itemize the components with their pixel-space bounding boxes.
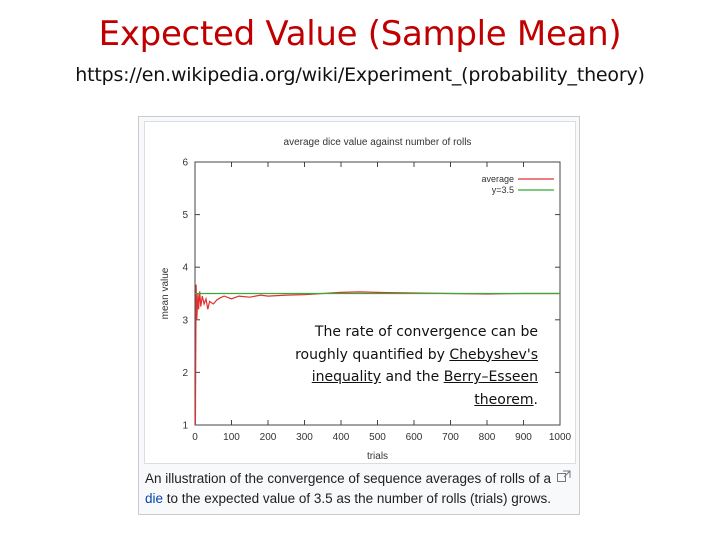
figure-caption: An illustration of the convergence of se… [145,469,553,509]
y-tick-label: 2 [182,368,188,379]
y-tick-label: 5 [182,210,188,221]
note-text-3: . [533,391,538,408]
caption-text-2: to the expected value of 3.5 as the numb… [163,491,551,506]
y-tick-label: 4 [182,263,188,274]
x-tick-label: 800 [479,432,496,443]
source-url[interactable]: https://en.wikipedia.org/wiki/Experiment… [75,64,645,86]
x-tick-label: 0 [192,432,198,443]
legend-label: y=3.5 [492,185,514,195]
x-tick-label: 600 [406,432,423,443]
y-tick-label: 3 [182,315,188,326]
y-tick-label: 1 [182,421,188,432]
y-axis-label: mean value [160,267,171,319]
note-text-2: and the [381,369,444,385]
berry-esseen-link[interactable]: Berry–Esseen theorem [443,369,538,408]
x-tick-label: 900 [515,432,532,443]
caption-text-1: An illustration of the convergence of se… [145,471,551,486]
x-tick-label: 700 [442,432,459,443]
x-tick-label: 300 [296,432,313,443]
chebyshev-link[interactable]: Chebyshev's inequality [311,346,538,386]
enlarge-icon[interactable] [557,470,571,482]
die-link[interactable]: die [145,491,164,506]
x-tick-label: 400 [333,432,350,443]
note-text-1: The rate of convergence can be roughly q… [295,324,538,363]
x-axis-label: trials [367,451,388,462]
x-tick-label: 200 [260,432,277,443]
chart: average dice value against number of rol… [160,137,572,462]
chart-title: average dice value against number of rol… [284,137,472,148]
x-tick-label: 100 [223,432,240,443]
x-tick-label: 500 [369,432,386,443]
convergence-note: The rate of convergence can be roughly q… [270,321,538,411]
x-tick-label: 1000 [549,432,572,443]
legend-label: average [481,174,514,184]
slide-title: Expected Value (Sample Mean) [98,14,622,54]
y-tick-label: 6 [182,158,188,169]
